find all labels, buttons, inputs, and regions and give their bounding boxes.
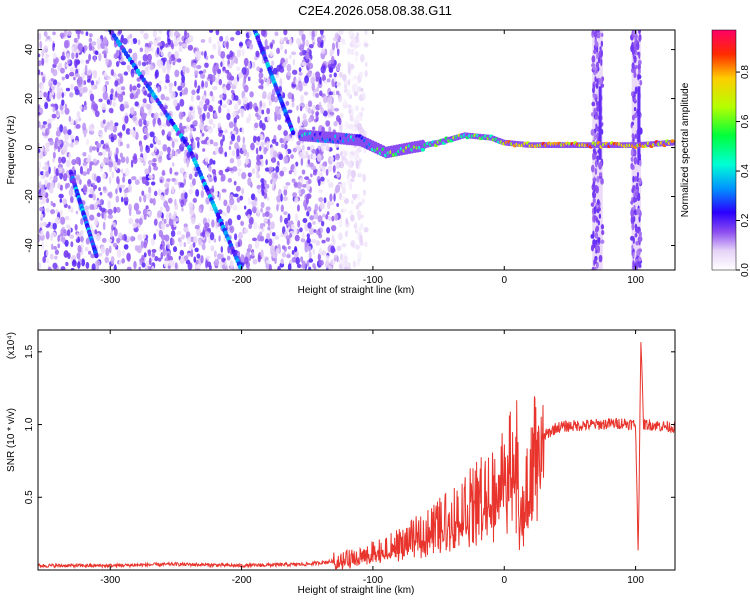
colorbar-ticks: 0.0 0.2 0.4 0.6 0.8 — [736, 65, 750, 277]
snr-y-tick-label: 1.0 — [24, 417, 35, 431]
colorbar-tick-label: 0.8 — [740, 65, 750, 79]
snr-frame — [37, 329, 676, 571]
spectrogram-x-tick-label: -300 — [100, 275, 120, 286]
snr-x-ticks: -300 -200 -100 0 100 — [100, 330, 644, 586]
figure-title: C2E4.2026.058.08.38.G11 — [298, 3, 452, 18]
spectrogram-image — [38, 30, 675, 270]
snr-y-scale-label: (x10⁴) — [6, 332, 17, 359]
spectrogram-y-tick-label: -40 — [24, 238, 35, 253]
snr-y-ticks: 0.5 1.0 1.5 — [24, 344, 675, 504]
spectrogram-x-tick-label: -100 — [363, 275, 383, 286]
spectrogram-y-tick-label: -20 — [24, 189, 35, 204]
colorbar-tick-label: 0.6 — [740, 114, 750, 128]
snr-panel: -300 -200 -100 0 100 0.5 1.0 1.5 Height of str… — [6, 329, 676, 596]
spectrogram-y-tick-label: 0 — [24, 144, 35, 150]
colorbar-gradient — [711, 29, 737, 271]
colorbar-tick-label: 0.4 — [740, 164, 750, 178]
snr-series-line — [38, 342, 675, 570]
colorbar-tick-label: 0.2 — [740, 213, 750, 227]
snr-x-tick-label: -200 — [232, 575, 252, 586]
spectrogram-x-tick-label: -200 — [232, 275, 252, 286]
spectrogram-y-ticks: -40 -20 0 20 40 — [24, 44, 675, 253]
snr-y-tick-label: 1.5 — [24, 344, 35, 358]
snr-x-tick-label: -300 — [100, 575, 120, 586]
spectrogram-y-label: Frequency (Hz) — [6, 116, 17, 185]
snr-x-tick-label: 100 — [627, 575, 644, 586]
spectrogram-y-tick-label: 20 — [24, 93, 35, 105]
colorbar-label: Normalized spectral amplitude — [680, 82, 691, 217]
spectrogram-frame — [37, 29, 676, 271]
spectrogram-x-tick-label: 100 — [627, 275, 644, 286]
colorbar-tick-label: 0.0 — [740, 263, 750, 277]
spectrogram-x-ticks: -300 -200 -100 0 100 — [100, 30, 644, 286]
snr-y-tick-label: 0.5 — [24, 490, 35, 504]
spectrogram-x-tick-label: 0 — [501, 275, 507, 286]
colorbar: 0.0 0.2 0.4 0.6 0.8 Normalized spectral ampl… — [680, 29, 750, 277]
spectrogram-y-tick-label: 40 — [24, 44, 35, 56]
snr-x-tick-label: -100 — [363, 575, 383, 586]
snr-x-label: Height of straight line (km) — [298, 585, 415, 596]
snr-x-tick-label: 0 — [501, 575, 507, 586]
snr-y-label: SNR (10 * v/v) — [6, 408, 17, 472]
spectrogram-x-label: Height of straight line (km) — [298, 285, 415, 296]
